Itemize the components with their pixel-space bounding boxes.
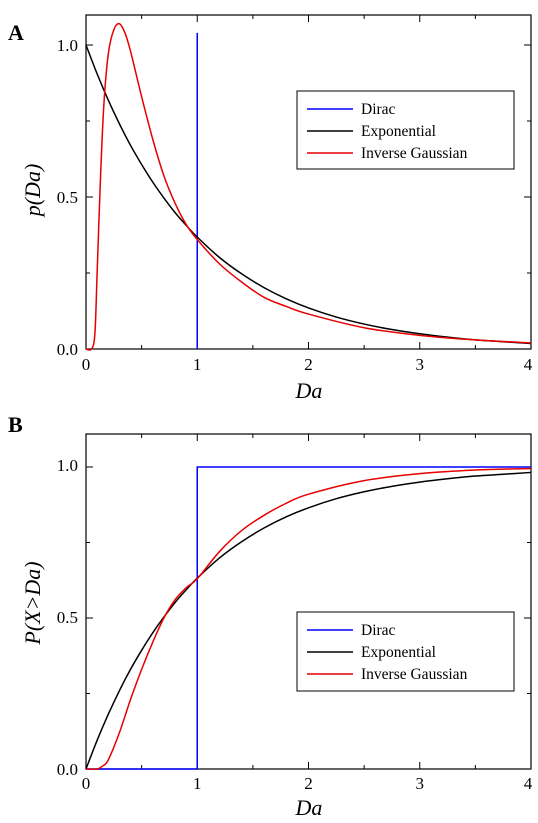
panel-b-xtick-label: 1 — [193, 774, 202, 793]
panel-a-xtick-label: 0 — [82, 355, 91, 374]
panel-b-ytick-label: 0.0 — [57, 760, 78, 779]
panel-b-plot-frame — [85, 433, 532, 770]
panel-a-legend-label-inverse-gaussian: Inverse Gaussian — [361, 145, 468, 162]
panel-b-xtick-label: 2 — [304, 774, 313, 793]
panel-a-legend-box — [296, 90, 515, 170]
series-line-exponential — [85, 44, 532, 345]
panel-a-ytick-label: 0.0 — [57, 340, 78, 359]
panel-b-ytick-label: 1.0 — [57, 456, 78, 475]
panel-a-ticks — [85, 15, 532, 350]
series-line-dirac — [86, 466, 531, 770]
panel-a-y-axis-title: p(Da) — [20, 164, 45, 219]
panel-b-legend: Dirac Exponential Inverse Gaussian — [296, 611, 515, 692]
panel-a-letter: A — [8, 20, 24, 45]
panel-a-legend: Dirac Exponential Inverse Gaussian — [296, 90, 515, 170]
panel-a: A 0.0 0.5 1.0 0 1 2 3 4 Da p(Da) Dirac E… — [8, 14, 533, 403]
panel-a-legend-label-dirac: Dirac — [361, 101, 396, 118]
series-line-exponential — [85, 471, 532, 770]
panel-b-ytick-label: 0.5 — [57, 608, 78, 627]
panel-b-legend-label-exponential: Exponential — [361, 644, 436, 661]
panel-a-xtick-label: 3 — [416, 355, 425, 374]
panel-a-x-axis-title: Da — [295, 378, 323, 403]
panel-b-legend-label-dirac: Dirac — [361, 622, 396, 639]
panel-b-ticks — [85, 434, 532, 770]
panel-a-legend-label-exponential: Exponential — [361, 123, 436, 140]
panel-b-xtick-label: 3 — [416, 774, 425, 793]
panel-b-y-axis-title: P(X>Da) — [20, 561, 45, 645]
panel-b-xtick-label: 4 — [524, 774, 533, 793]
panel-b-letter: B — [8, 412, 23, 437]
panel-a-xtick-label: 4 — [524, 355, 533, 374]
panel-a-xtick-label: 1 — [193, 355, 202, 374]
panel-a-ytick-label: 1.0 — [57, 36, 78, 55]
panel-b-series — [85, 466, 532, 770]
panel-b-legend-label-inverse-gaussian: Inverse Gaussian — [361, 666, 468, 683]
series-line-inverse-gaussian — [85, 22, 532, 351]
panel-b: B 0.0 0.5 1.0 0 1 2 3 4 Da P(X>Da) Dirac… — [8, 412, 533, 820]
panel-a-xtick-label: 2 — [304, 355, 313, 374]
series-line-inverse-gaussian — [85, 467, 532, 770]
panel-a-series — [85, 22, 532, 351]
panel-a-ytick-label: 0.5 — [57, 188, 78, 207]
panel-b-xtick-label: 0 — [82, 774, 91, 793]
panel-b-x-axis-title: Da — [295, 795, 323, 820]
